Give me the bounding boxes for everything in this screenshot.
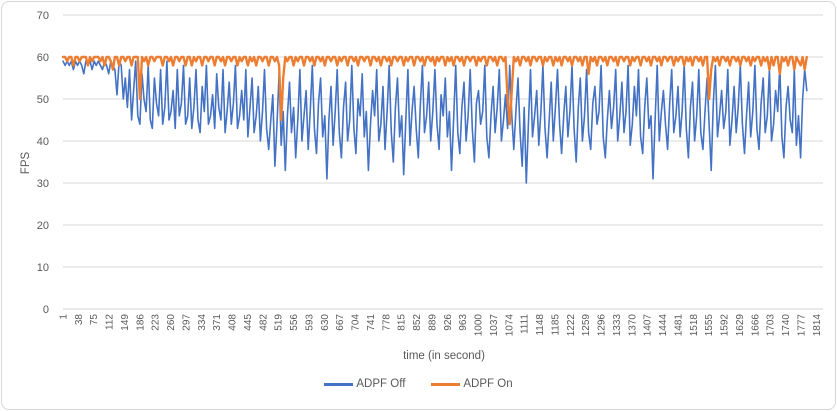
x-tick-label: 1703: [766, 314, 777, 337]
x-tick-label: 1740: [781, 314, 792, 337]
x-tick-label: 112: [105, 314, 116, 330]
x-tick-label: 186: [135, 314, 146, 331]
x-tick-label: 260: [166, 314, 177, 331]
legend-label-adpf-off: ADPF Off: [356, 378, 406, 390]
x-tick-label: 1518: [689, 314, 700, 337]
x-tick-label: 1370: [627, 314, 638, 337]
x-tick-label: 445: [243, 314, 254, 331]
x-tick-label: 223: [151, 314, 162, 331]
x-tick-label: 1444: [658, 314, 669, 337]
x-tick-label: 334: [197, 314, 208, 331]
x-tick-label: 75: [89, 314, 100, 326]
x-tick-label: 778: [381, 314, 392, 331]
x-tick-label: 1: [59, 314, 70, 320]
x-tick-label: 297: [181, 314, 192, 331]
x-tick-label: 482: [258, 314, 269, 331]
x-tick-label: 371: [212, 314, 223, 331]
y-tick-label: 40: [37, 136, 49, 148]
x-tick-label: 1814: [812, 314, 823, 337]
x-tick-label: 1777: [796, 314, 807, 337]
y-tick-label: 20: [37, 220, 49, 232]
x-tick-label: 963: [458, 314, 469, 331]
x-tick-label: 519: [274, 314, 285, 331]
y-tick-label: 30: [37, 178, 49, 190]
legend: ADPF Off ADPF On: [2, 378, 835, 390]
x-axis-title: time (in second): [403, 350, 485, 362]
series-line-adpf-off: [62, 60, 808, 184]
x-tick-label: 1333: [612, 314, 623, 337]
adpf-off-line-swatch: [324, 382, 354, 386]
x-tick-label: 926: [443, 314, 454, 331]
x-tick-label: 1592: [720, 314, 731, 337]
x-tick-label: 1259: [581, 314, 592, 337]
y-tick-label: 70: [37, 10, 49, 22]
x-tick-label: 1666: [750, 314, 761, 337]
x-tick-label: 889: [427, 314, 438, 331]
x-tick-label: 1000: [474, 314, 485, 337]
x-tick-label: 1629: [735, 314, 746, 337]
y-axis-title: FPS: [20, 151, 32, 175]
x-tick-label: 815: [397, 314, 408, 331]
y-tick-label: 10: [37, 262, 49, 274]
x-tick-label: 38: [74, 314, 85, 326]
x-tick-label: 1148: [535, 314, 546, 336]
x-tick-label: 408: [228, 314, 239, 331]
x-tick-label: 1111: [520, 314, 531, 334]
x-tick-label: 1481: [673, 314, 684, 337]
y-tick-label: 60: [37, 52, 49, 64]
legend-item-adpf-off: ADPF Off: [324, 378, 405, 390]
legend-label-adpf-on: ADPF On: [463, 378, 513, 390]
legend-item-adpf-on: ADPF On: [431, 378, 513, 390]
x-tick-label: 704: [351, 314, 362, 331]
x-tick-label: 741: [366, 314, 377, 331]
series-line-adpf-on: [61, 55, 808, 126]
x-tick-label: 667: [335, 314, 346, 331]
x-tick-label: 1185: [550, 314, 561, 336]
x-tick-label: 1074: [504, 314, 515, 337]
x-tick-label: 852: [412, 314, 423, 331]
x-tick-label: 1296: [597, 314, 608, 337]
x-tick-label: 1407: [643, 314, 654, 337]
x-tick-label: 1555: [704, 314, 715, 337]
y-tick-label: 0: [43, 304, 49, 316]
x-tick-label: 149: [120, 314, 131, 331]
y-tick-label: 50: [37, 94, 49, 106]
x-tick-label: 556: [289, 314, 300, 331]
x-tick-label: 630: [320, 314, 331, 331]
x-tick-label: 593: [304, 314, 315, 331]
x-tick-label: 1222: [566, 314, 577, 337]
x-tick-label: 1037: [489, 314, 500, 337]
adpf-on-line-swatch: [431, 382, 461, 386]
